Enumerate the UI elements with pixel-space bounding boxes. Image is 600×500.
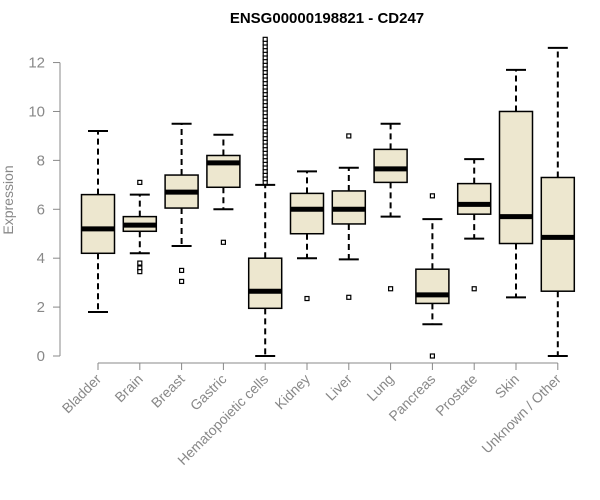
x-tick-label: Breast: [148, 371, 188, 411]
outlier-point: [137, 179, 143, 185]
outlier-point: [429, 193, 435, 199]
box-iqr: [498, 110, 534, 245]
outlier-point: [304, 295, 310, 302]
box-brain: [122, 179, 158, 275]
box-iqr: [456, 182, 492, 215]
box-iqr: [540, 176, 576, 292]
box-series: [80, 36, 576, 359]
y-tick-label: 0: [37, 348, 45, 365]
outlier-point: [179, 267, 185, 274]
box-iqr: [289, 192, 325, 235]
y-axis: 0 2 4 6 8 10 12: [28, 55, 61, 365]
y-tick-label: 8: [37, 152, 45, 169]
box-lung: [373, 122, 408, 292]
x-tick-label: Prostate: [432, 371, 480, 419]
outlier-point: [429, 353, 435, 359]
outlier-point: [137, 260, 143, 266]
box-skin: [498, 68, 534, 299]
box-kidney: [289, 170, 325, 302]
x-tick-label: Liver: [322, 371, 355, 404]
box-iqr: [415, 268, 450, 305]
chart-title: ENSG00000198821 - CD247: [230, 10, 424, 27]
x-tick-label: Bladder: [59, 371, 105, 417]
y-axis-label: Expression: [0, 165, 16, 234]
box-iqr: [80, 193, 116, 255]
box-iqr: [373, 148, 408, 184]
y-tick-label: 4: [37, 250, 45, 267]
box-gastric: [206, 133, 241, 245]
box-iqr: [206, 154, 241, 189]
x-tick-label: Unknown / Other: [478, 371, 564, 457]
y-tick-label: 6: [37, 201, 45, 218]
outlier-point: [262, 36, 268, 42]
x-tick-label: Kidney: [272, 371, 314, 413]
outlier-point: [388, 286, 394, 292]
outlier-point: [471, 286, 477, 292]
y-tick-label: 12: [28, 55, 45, 72]
outlier-point: [179, 278, 185, 285]
box-liver: [331, 133, 367, 300]
box-unknown-other: [540, 46, 576, 357]
y-tick-label: 10: [28, 103, 45, 120]
outlier-point: [346, 133, 352, 139]
y-tick-label: 2: [37, 299, 45, 316]
x-tick-label: Lung: [363, 371, 396, 404]
x-tick-label: Brain: [111, 371, 145, 405]
box-pancreas: [415, 193, 450, 359]
box-prostate: [456, 158, 492, 292]
outlier-point: [137, 269, 143, 275]
outlier-point: [346, 294, 352, 300]
outlier-point: [220, 239, 226, 245]
box-breast: [164, 122, 199, 285]
x-tick-label: Skin: [492, 371, 523, 402]
box-bladder: [80, 130, 116, 313]
box-hematopoietic-cells: [247, 36, 283, 357]
box-iqr: [247, 257, 283, 310]
